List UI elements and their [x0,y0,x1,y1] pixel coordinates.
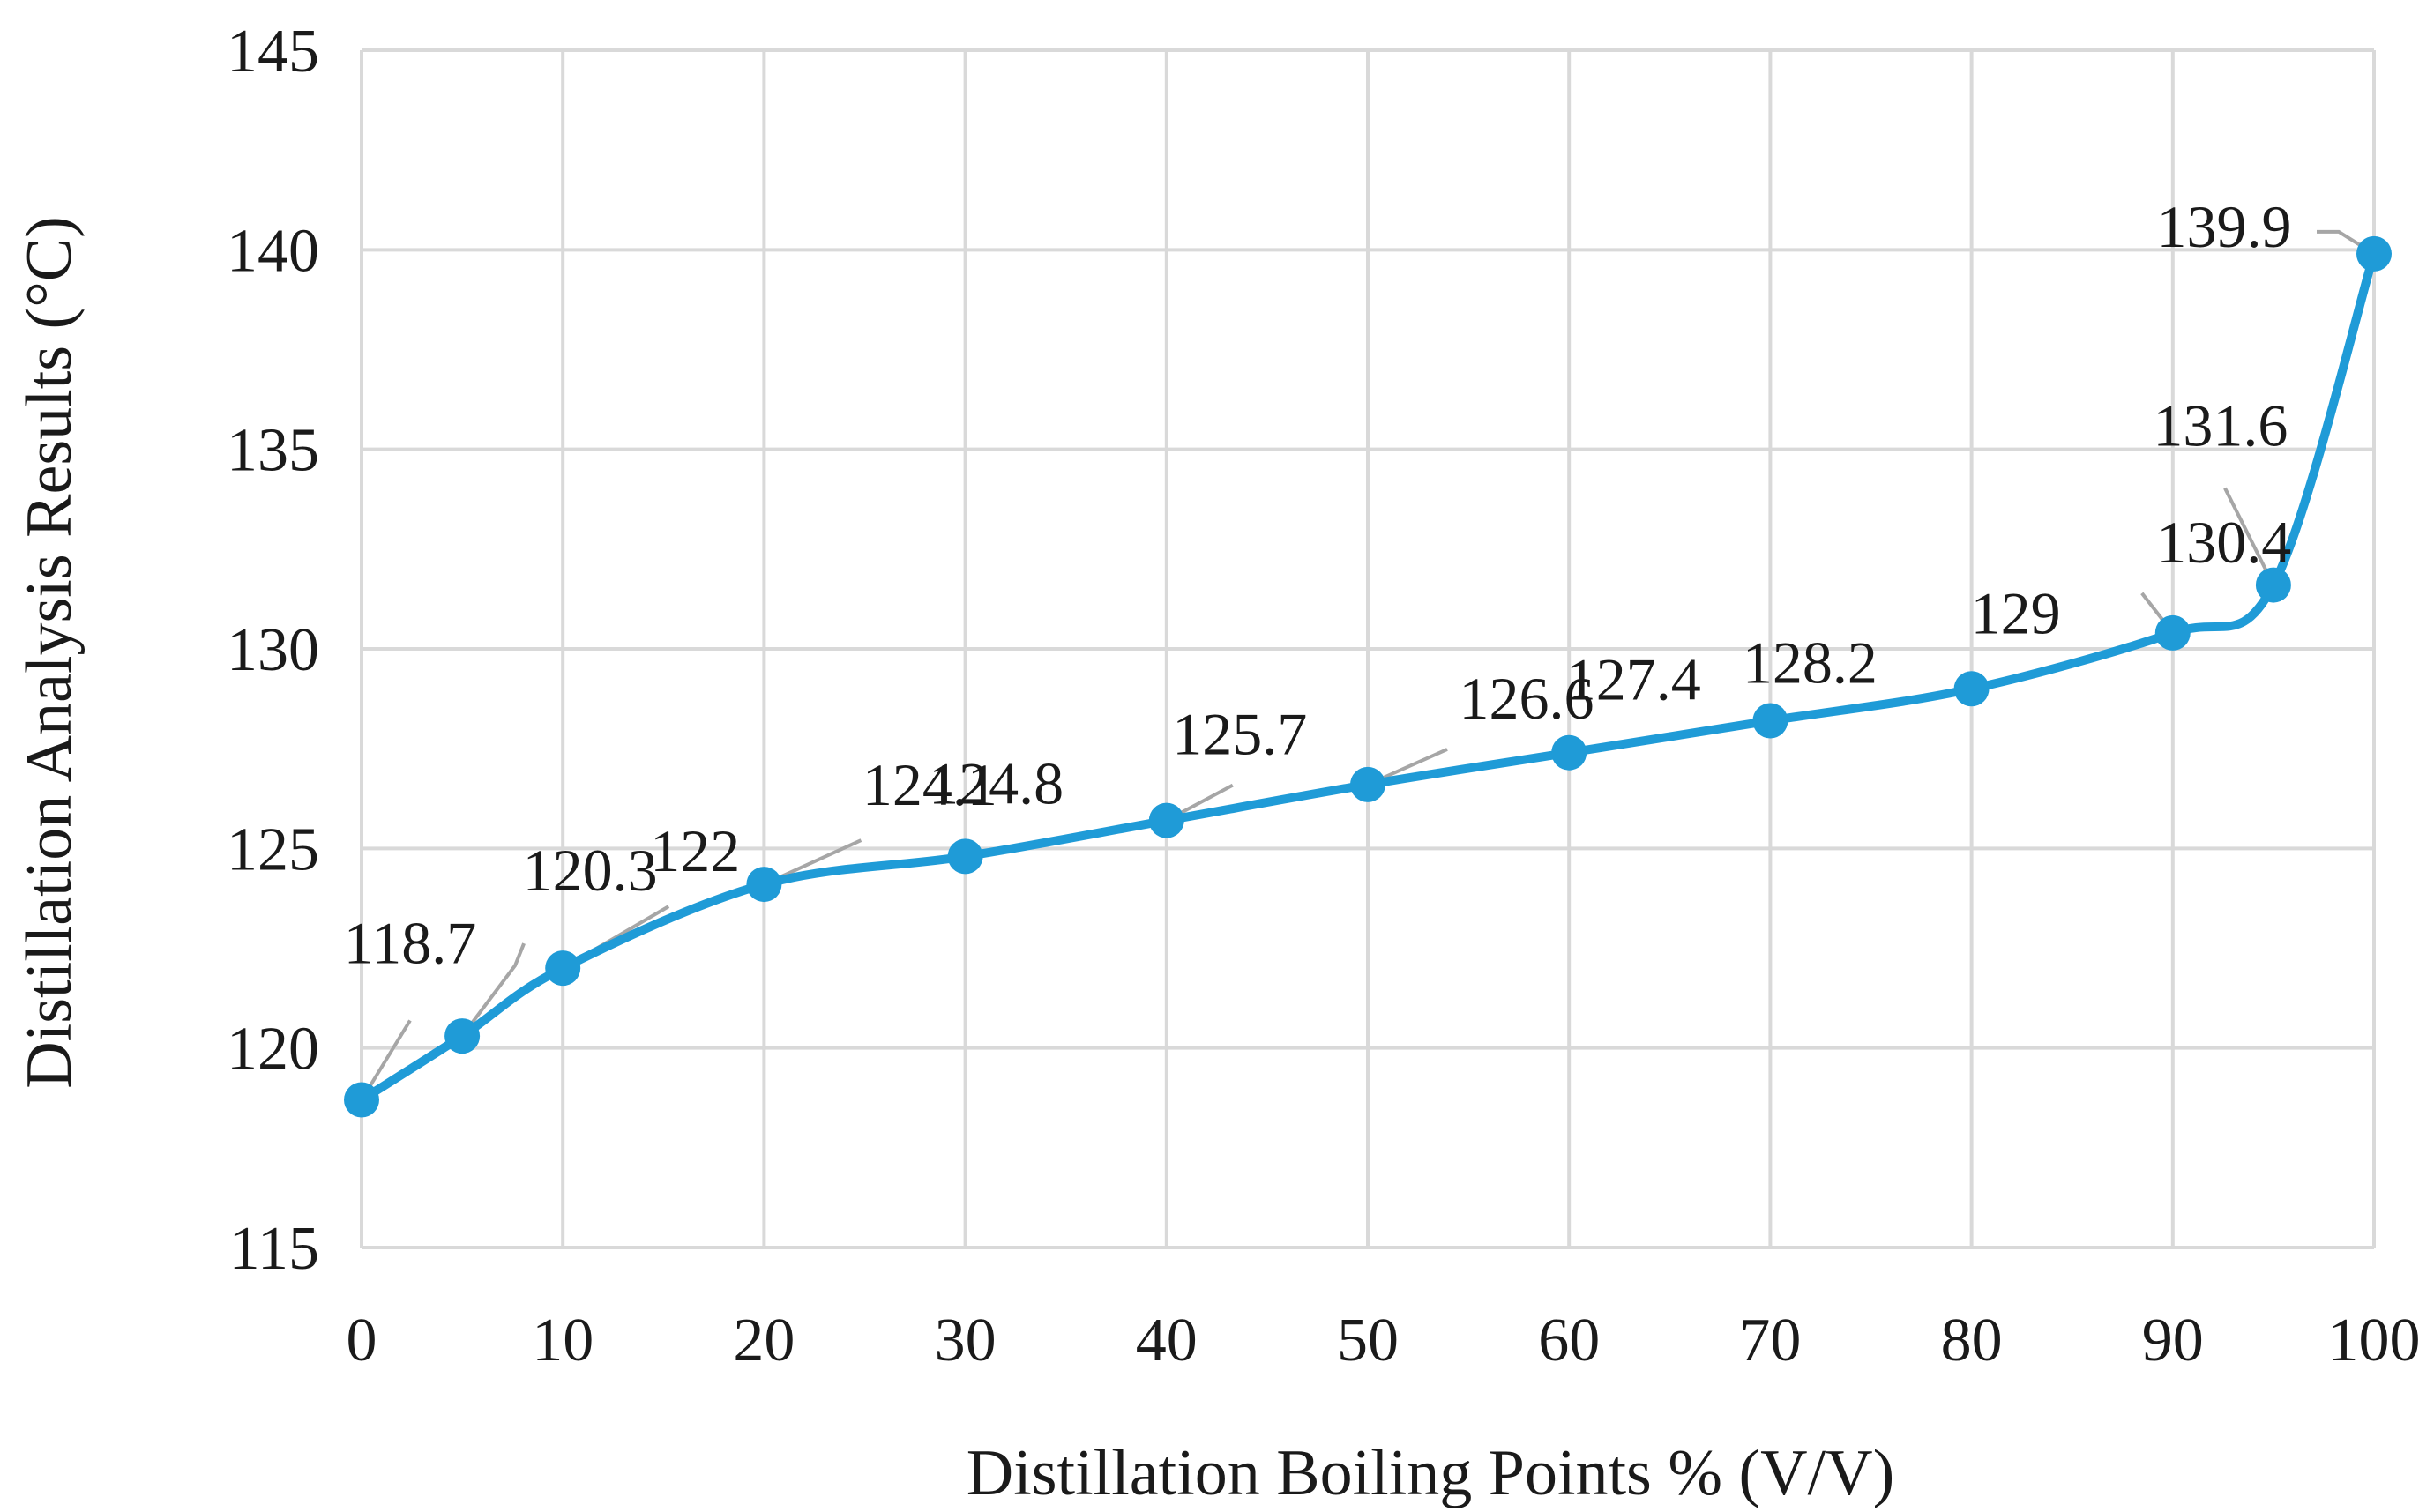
data-point-95 [2255,567,2291,603]
y-tick-label-135: 135 [227,417,319,485]
data-label-95: 131.6 [2153,392,2288,459]
x-tick-label-80: 80 [1941,1307,2003,1374]
x-tick-label-0: 0 [347,1307,377,1374]
data-label-20: 124.1 [862,751,997,818]
data-point-80 [1953,671,1990,707]
y-tick-label-125: 125 [227,816,319,883]
data-point-100 [2356,235,2392,272]
data-point-20 [746,867,782,903]
x-tick-label-30: 30 [935,1307,997,1374]
y-tick-label-120: 120 [227,1016,319,1084]
data-label-60: 127.4 [1566,646,1701,713]
leader-line-95 [2223,487,2275,586]
x-tick-label-60: 60 [1538,1307,1600,1374]
data-point-50 [1350,766,1385,802]
data-point-30 [947,838,983,875]
tick-labels: 115 120 125 130 135 140 145 0 10 20 30 40 50 60 70 80 90… [227,18,2421,1374]
data-label-10: 122 [650,817,740,884]
series-line-distillation [357,249,2378,1105]
x-tick-label-100: 100 [2328,1307,2421,1374]
x-tick-label-20: 20 [733,1307,795,1374]
data-label-5: 120.3 [523,837,658,904]
y-tick-label-145: 145 [227,18,319,86]
data-label-70: 128.2 [1743,629,1878,696]
x-tick-label-70: 70 [1739,1307,1801,1374]
leader-line-5 [460,942,526,1038]
data-point-40 [1148,802,1184,838]
data-point-5 [444,1018,481,1054]
data-point-10 [545,950,581,987]
data-label-0: 118.7 [344,910,476,977]
data-label-90: 130.4 [2156,509,2291,576]
x-tick-label-90: 90 [2142,1307,2204,1374]
y-tick-label-140: 140 [227,217,319,285]
data-point-70 [1752,703,1788,739]
data-label-80: 129 [1971,579,2061,646]
y-tick-label-130: 130 [227,616,319,684]
data-label-40: 125.7 [1172,701,1307,768]
y-axis-title: Distillation Analysis Results (°C) [13,216,86,1089]
data-label-50: 126.6 [1460,665,1594,732]
x-tick-label-10: 10 [532,1307,594,1374]
series-layer [344,235,2392,1118]
grid-layer [360,48,2376,1249]
x-axis-title: Distillation Boiling Points % (V/V) [967,1437,1894,1509]
y-tick-label-115: 115 [229,1215,319,1283]
x-tick-label-50: 50 [1337,1307,1399,1374]
data-label-100: 139.9 [2157,193,2292,260]
data-point-60 [1551,734,1587,771]
data-label-30: 124.8 [929,749,1064,816]
data-point-90 [2154,614,2191,651]
x-tick-label-40: 40 [1136,1307,1198,1374]
data-point-0 [344,1082,379,1118]
